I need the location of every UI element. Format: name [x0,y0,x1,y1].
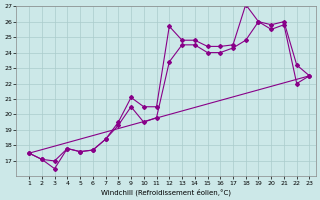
X-axis label: Windchill (Refroidissement éolien,°C): Windchill (Refroidissement éolien,°C) [101,188,231,196]
